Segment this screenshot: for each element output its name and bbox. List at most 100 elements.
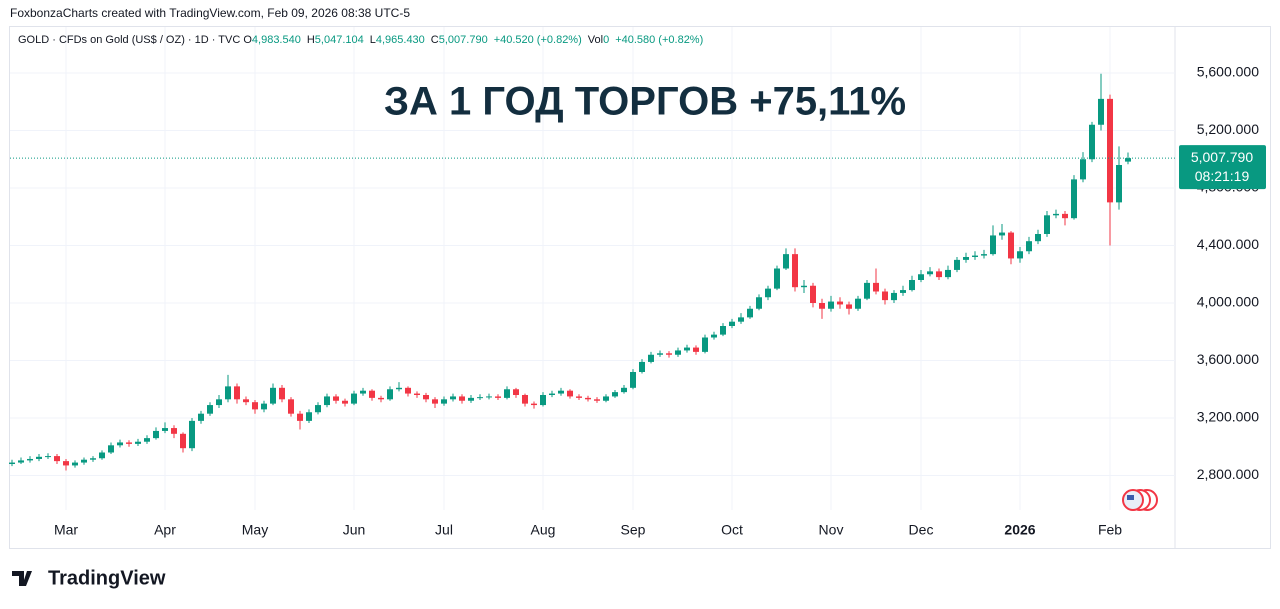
candle-body	[450, 396, 456, 400]
candle-body	[972, 255, 978, 257]
legend-value: 4,965.430	[375, 34, 425, 46]
candle-body	[423, 395, 429, 400]
symbol: GOLD · CFDs on Gold (US$ / OZ) · 1D · TV…	[18, 34, 241, 46]
candle-body	[639, 361, 645, 372]
candle-body	[306, 412, 312, 421]
candle-body	[900, 290, 906, 293]
candle-body	[630, 372, 636, 388]
candle-body	[747, 308, 753, 318]
chart-title: ЗА 1 ГОД ТОРГОВ +75,11%	[384, 80, 906, 124]
candle-body	[954, 259, 960, 270]
candle-body	[324, 396, 330, 406]
candle-body	[909, 280, 915, 291]
candle-body	[63, 461, 69, 466]
candle-body	[153, 430, 159, 439]
candle-body	[252, 402, 258, 410]
candle-body	[882, 291, 888, 301]
candle-body	[477, 397, 483, 399]
candle-body	[1080, 159, 1086, 180]
candle-body	[369, 390, 375, 398]
x-tick-label: Aug	[531, 522, 556, 538]
candle-body	[576, 396, 582, 398]
candle-body	[981, 254, 987, 256]
candle-body	[1026, 241, 1032, 252]
candle-body	[927, 271, 933, 275]
legend-value: 5,007.790	[438, 34, 488, 46]
candle-body	[855, 298, 861, 309]
logo-text: TradingView	[48, 567, 166, 589]
candle-body	[702, 337, 708, 352]
y-tick-label: 5,600.000	[1197, 64, 1259, 80]
y-tick-label: 5,200.000	[1197, 121, 1259, 137]
candle-body	[9, 462, 15, 464]
candle-body	[1125, 158, 1131, 162]
candles	[9, 73, 1131, 471]
candle-body	[999, 232, 1005, 236]
candle-body	[1062, 213, 1068, 219]
candle-body	[1035, 234, 1041, 242]
candle-body	[45, 456, 51, 458]
x-tick-label: Dec	[909, 522, 934, 538]
legend-value: 0	[603, 34, 610, 46]
countdown: 08:21:19	[1195, 168, 1250, 184]
y-tick-label: 3,200.000	[1197, 409, 1259, 425]
candle-body	[243, 399, 249, 403]
candle-body	[234, 386, 240, 400]
x-tick-label: Jun	[343, 522, 366, 538]
legend-value: 4,983.540	[251, 34, 301, 46]
candle-body	[756, 297, 762, 309]
candle-body	[198, 413, 204, 421]
candle-body	[459, 396, 465, 401]
candle-body	[891, 292, 897, 301]
candle-body	[1089, 124, 1095, 160]
grid	[10, 27, 1175, 510]
candle-body	[297, 413, 303, 421]
x-tick-label: Oct	[721, 522, 743, 538]
candle-body	[792, 254, 798, 288]
candle-body	[486, 396, 492, 398]
legend-value: +40.580 (+0.82%)	[615, 34, 704, 46]
candle-body	[387, 389, 393, 400]
candle-body	[261, 403, 267, 410]
chart-frame	[9, 26, 1271, 549]
candle-body	[594, 399, 600, 401]
candle-body	[738, 317, 744, 322]
candle-body	[990, 235, 996, 255]
candle-body	[1017, 251, 1023, 259]
y-tick-label: 4,400.000	[1197, 236, 1259, 252]
candle-body	[351, 393, 357, 404]
y-tick-label: 3,600.000	[1197, 351, 1259, 367]
candle-body	[36, 456, 42, 459]
candle-body	[405, 387, 411, 394]
candle-body	[549, 393, 555, 395]
candle-body	[432, 399, 438, 404]
candle-body	[540, 395, 546, 406]
candle-body	[1053, 213, 1059, 216]
candle-body	[162, 428, 168, 431]
candle-body	[414, 393, 420, 395]
candle-body	[1098, 98, 1104, 125]
candle-body	[468, 397, 474, 401]
legend-value: +40.520 (+0.82%)	[493, 34, 582, 46]
candle-body	[279, 387, 285, 400]
candle-body	[135, 441, 141, 444]
candle-body	[513, 389, 519, 395]
candle-body	[918, 274, 924, 280]
candle-body	[396, 387, 402, 390]
x-tick-label: May	[242, 522, 268, 538]
candle-body	[828, 301, 834, 309]
candle-body	[558, 390, 564, 394]
candle-body	[72, 462, 78, 466]
candle-body	[54, 456, 60, 462]
candle-body	[270, 387, 276, 404]
candle-body	[522, 395, 528, 404]
candle-body	[1107, 98, 1113, 203]
candle-body	[765, 288, 771, 298]
candle-body	[666, 353, 672, 355]
candle-body	[810, 285, 816, 303]
candle-body	[657, 353, 663, 355]
candle-body	[441, 399, 447, 404]
candle-body	[864, 282, 870, 299]
candle-body	[27, 458, 33, 461]
x-tick-label: 2026	[1004, 522, 1035, 538]
